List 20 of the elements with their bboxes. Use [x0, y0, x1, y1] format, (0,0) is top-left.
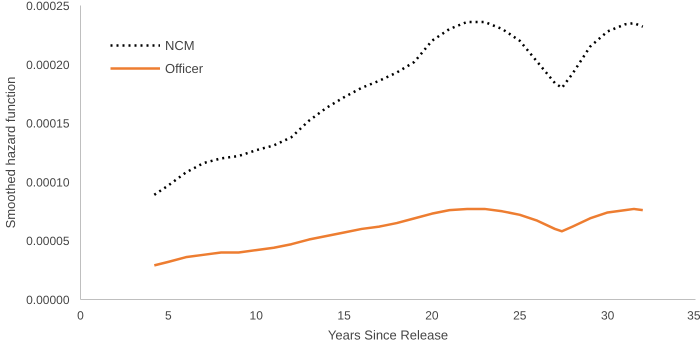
y-tick-label: 0.00005	[26, 234, 70, 248]
y-tick-label: 0.00015	[26, 116, 70, 131]
legend-label: NCM	[165, 38, 195, 52]
y-axis-title: Smoothed hazard function	[3, 76, 18, 228]
x-tick-label: 25	[513, 308, 527, 322]
line-series	[153, 208, 644, 267]
y-tick-label: 0.00000	[26, 293, 70, 307]
x-tick-label: 30	[600, 308, 615, 322]
y-tick-label: 0.00020	[26, 58, 70, 72]
line-series	[153, 20, 644, 196]
x-tick-label: 20	[425, 308, 439, 322]
y-tick-label: 0.00010	[26, 175, 70, 190]
x-tick-label: 0	[77, 308, 84, 322]
x-axis-title: Years Since Release	[328, 328, 448, 342]
x-tick-label: 15	[337, 308, 352, 322]
x-tick-label: 5	[165, 308, 172, 322]
legend-label: Officer	[165, 60, 204, 76]
x-tick-label: 10	[250, 308, 264, 322]
x-tick-label: 35	[687, 308, 700, 322]
y-tick-label: 0.00025	[26, 0, 70, 13]
